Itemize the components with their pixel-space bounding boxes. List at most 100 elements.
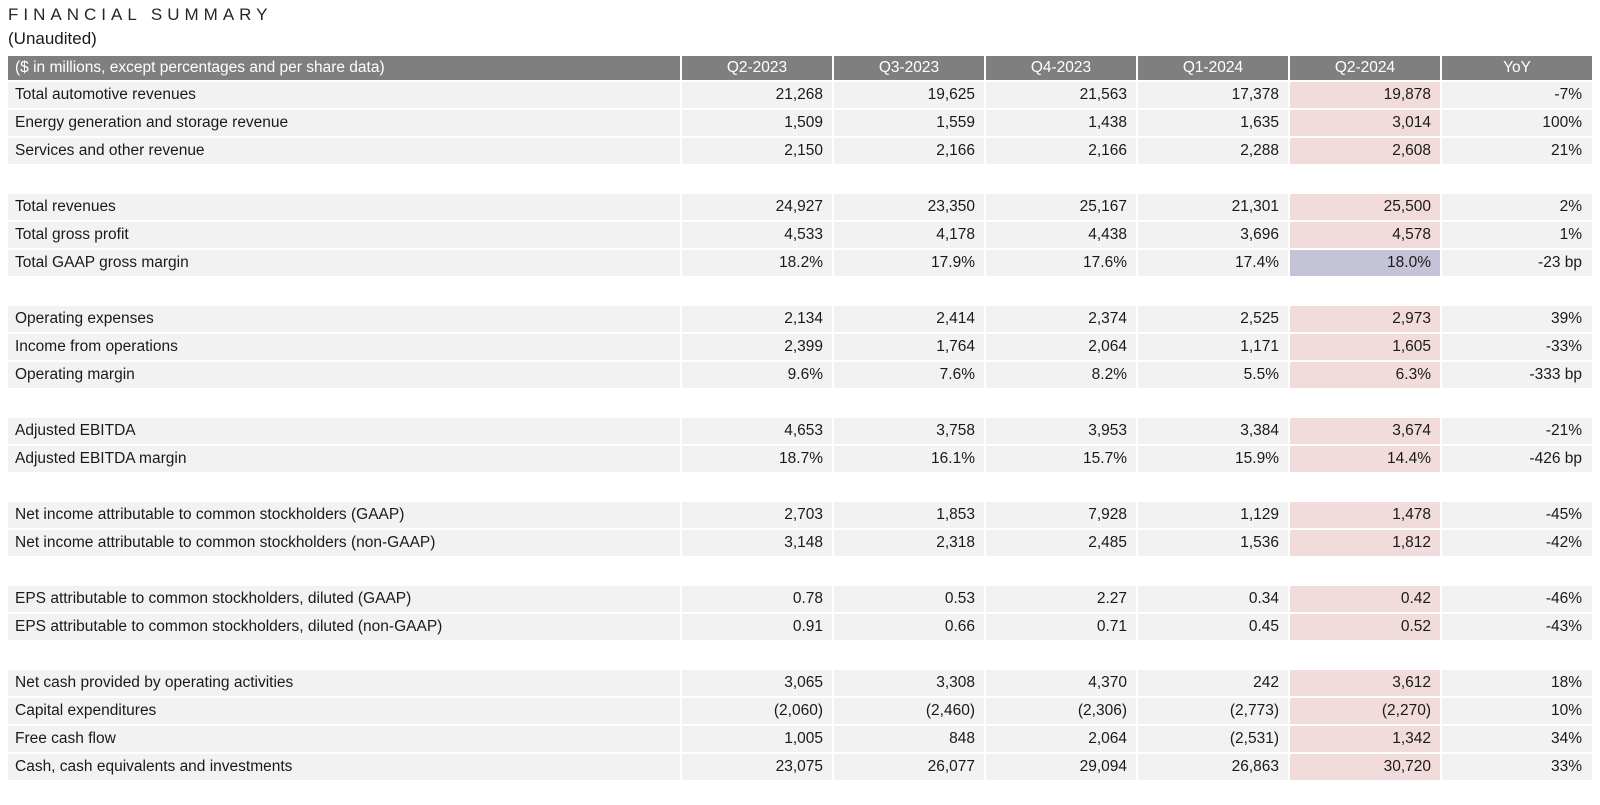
value-cell-q1-2024: 0.34: [1138, 586, 1288, 612]
value-cell-yoy: 18%: [1442, 670, 1592, 696]
value-cell-q2-2024: 2,973: [1290, 306, 1440, 332]
row-label: Net cash provided by operating activitie…: [8, 670, 680, 696]
row-label: EPS attributable to common stockholders,…: [8, 586, 680, 612]
value-cell-q1-2024: 17.4%: [1138, 250, 1288, 276]
value-cell-q1-2024: 3,384: [1138, 418, 1288, 444]
value-cell-q1-2024: 0.45: [1138, 614, 1288, 640]
value-cell-q4-2023: 15.7%: [986, 446, 1136, 472]
value-cell-q2-2024: 1,478: [1290, 502, 1440, 528]
value-cell-q3-2023: 1,559: [834, 110, 984, 136]
value-cell-q3-2023: 19,625: [834, 82, 984, 108]
value-cell-yoy: -46%: [1442, 586, 1592, 612]
value-cell-q3-2023: 848: [834, 726, 984, 752]
table-row: Operating margin 9.6% 7.6% 8.2% 5.5% 6.3% -333…: [8, 362, 1592, 388]
value-cell-q3-2023: 2,318: [834, 530, 984, 556]
value-cell-q3-2023: 0.53: [834, 586, 984, 612]
value-cell-q4-2023: 29,094: [986, 754, 1136, 780]
row-label: Total revenues: [8, 194, 680, 220]
value-cell-q1-2024: 2,288: [1138, 138, 1288, 164]
value-cell-q2-2024: (2,270): [1290, 698, 1440, 724]
table-row: Free cash flow 1,005 848 2,064 (2,531) 1,342 3…: [8, 726, 1592, 752]
page-subtitle: (Unaudited): [8, 29, 97, 48]
value-cell-yoy: -45%: [1442, 502, 1592, 528]
value-cell-q2-2024: 3,014: [1290, 110, 1440, 136]
table-row: EPS attributable to common stockholders,…: [8, 614, 1592, 640]
value-cell-q4-2023: 0.71: [986, 614, 1136, 640]
row-label: Operating expenses: [8, 306, 680, 332]
value-cell-q2-2023: 4,653: [682, 418, 832, 444]
value-cell-q1-2024: (2,773): [1138, 698, 1288, 724]
value-cell-yoy: -333 bp: [1442, 362, 1592, 388]
value-cell-yoy: -42%: [1442, 530, 1592, 556]
value-cell-q3-2023: 26,077: [834, 754, 984, 780]
value-cell-yoy: -426 bp: [1442, 446, 1592, 472]
value-cell-q3-2023: 4,178: [834, 222, 984, 248]
value-cell-q2-2023: 4,533: [682, 222, 832, 248]
row-label: Cash, cash equivalents and investments: [8, 754, 680, 780]
spacer-row: [8, 642, 1592, 668]
value-cell-yoy: 1%: [1442, 222, 1592, 248]
table-header-units-label: ($ in millions, except percentages and p…: [8, 56, 680, 80]
value-cell-q1-2024: (2,531): [1138, 726, 1288, 752]
table-row: Total automotive revenues 21,268 19,625 21,…: [8, 82, 1592, 108]
value-cell-q3-2023: 0.66: [834, 614, 984, 640]
spacer-row: [8, 166, 1592, 192]
value-cell-q1-2024: 21,301: [1138, 194, 1288, 220]
value-cell-q2-2023: 0.91: [682, 614, 832, 640]
spacer-row: [8, 474, 1592, 500]
row-label: Net income attributable to common stockh…: [8, 530, 680, 556]
value-cell-yoy: -23 bp: [1442, 250, 1592, 276]
table-row: EPS attributable to common stockholders,…: [8, 586, 1592, 612]
value-cell-q2-2023: 18.7%: [682, 446, 832, 472]
value-cell-q4-2023: 2,374: [986, 306, 1136, 332]
value-cell-q1-2024: 1,171: [1138, 334, 1288, 360]
row-label: Total automotive revenues: [8, 82, 680, 108]
value-cell-q2-2024: 25,500: [1290, 194, 1440, 220]
row-label: EPS attributable to common stockholders,…: [8, 614, 680, 640]
value-cell-q4-2023: 3,953: [986, 418, 1136, 444]
value-cell-q2-2024: 30,720: [1290, 754, 1440, 780]
value-cell-yoy: 39%: [1442, 306, 1592, 332]
column-header-yoy: YoY: [1442, 56, 1592, 80]
column-header-q2-2023: Q2-2023: [682, 56, 832, 80]
value-cell-q2-2023: 2,134: [682, 306, 832, 332]
value-cell-yoy: 10%: [1442, 698, 1592, 724]
value-cell-q4-2023: 7,928: [986, 502, 1136, 528]
value-cell-q2-2023: 1,005: [682, 726, 832, 752]
value-cell-q4-2023: 4,370: [986, 670, 1136, 696]
value-cell-q2-2023: 24,927: [682, 194, 832, 220]
row-label: Adjusted EBITDA: [8, 418, 680, 444]
value-cell-q2-2023: 23,075: [682, 754, 832, 780]
value-cell-q4-2023: 4,438: [986, 222, 1136, 248]
row-label: Adjusted EBITDA margin: [8, 446, 680, 472]
table-row: Services and other revenue 2,150 2,166 2,16…: [8, 138, 1592, 164]
table-row: Adjusted EBITDA margin 18.7% 16.1% 15.7% 15.…: [8, 446, 1592, 472]
value-cell-yoy: -43%: [1442, 614, 1592, 640]
value-cell-q2-2023: 21,268: [682, 82, 832, 108]
table-row: Total GAAP gross margin 18.2% 17.9% 17.6% 17…: [8, 250, 1592, 276]
table-row: Cash, cash equivalents and investments 23…: [8, 754, 1592, 780]
value-cell-q2-2023: 1,509: [682, 110, 832, 136]
spacer-row: [8, 558, 1592, 584]
value-cell-q4-2023: 2,064: [986, 334, 1136, 360]
value-cell-q2-2023: 3,065: [682, 670, 832, 696]
value-cell-yoy: 33%: [1442, 754, 1592, 780]
value-cell-yoy: 100%: [1442, 110, 1592, 136]
column-header-q1-2024: Q1-2024: [1138, 56, 1288, 80]
value-cell-yoy: -21%: [1442, 418, 1592, 444]
page-title: FINANCIAL SUMMARY: [8, 5, 273, 24]
value-cell-q4-2023: (2,306): [986, 698, 1136, 724]
table-row: Net cash provided by operating activitie…: [8, 670, 1592, 696]
value-cell-q3-2023: 17.9%: [834, 250, 984, 276]
value-cell-q1-2024: 3,696: [1138, 222, 1288, 248]
value-cell-q4-2023: 2,064: [986, 726, 1136, 752]
value-cell-q1-2024: 17,378: [1138, 82, 1288, 108]
value-cell-q1-2024: 15.9%: [1138, 446, 1288, 472]
spacer-row: [8, 390, 1592, 416]
value-cell-q3-2023: 7.6%: [834, 362, 984, 388]
row-label: Energy generation and storage revenue: [8, 110, 680, 136]
row-label: Free cash flow: [8, 726, 680, 752]
value-cell-q3-2023: 3,758: [834, 418, 984, 444]
value-cell-q4-2023: 2,485: [986, 530, 1136, 556]
value-cell-q2-2024: 1,342: [1290, 726, 1440, 752]
